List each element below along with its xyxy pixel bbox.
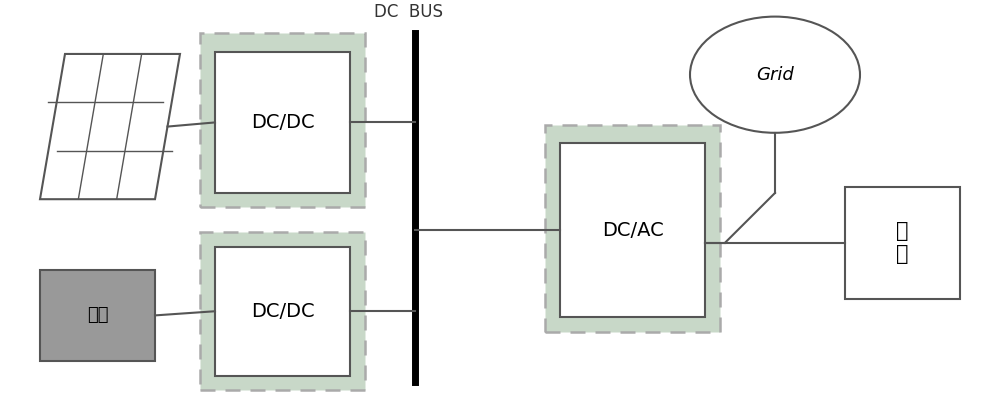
Polygon shape <box>40 54 180 199</box>
Bar <box>215 52 350 193</box>
Bar <box>200 232 365 390</box>
Text: DC/DC: DC/DC <box>251 113 314 132</box>
Text: 负
载: 负 载 <box>896 221 909 264</box>
Text: Grid: Grid <box>756 66 794 84</box>
Bar <box>545 124 720 332</box>
Bar <box>215 247 350 376</box>
Text: 电池: 电池 <box>87 306 108 325</box>
Text: DC/DC: DC/DC <box>251 302 314 321</box>
Bar <box>560 143 705 317</box>
Bar <box>845 187 960 299</box>
Bar <box>40 270 155 361</box>
Text: DC/AC: DC/AC <box>602 221 663 240</box>
Ellipse shape <box>690 17 860 133</box>
Bar <box>200 33 365 208</box>
Text: DC  BUS: DC BUS <box>374 3 442 21</box>
